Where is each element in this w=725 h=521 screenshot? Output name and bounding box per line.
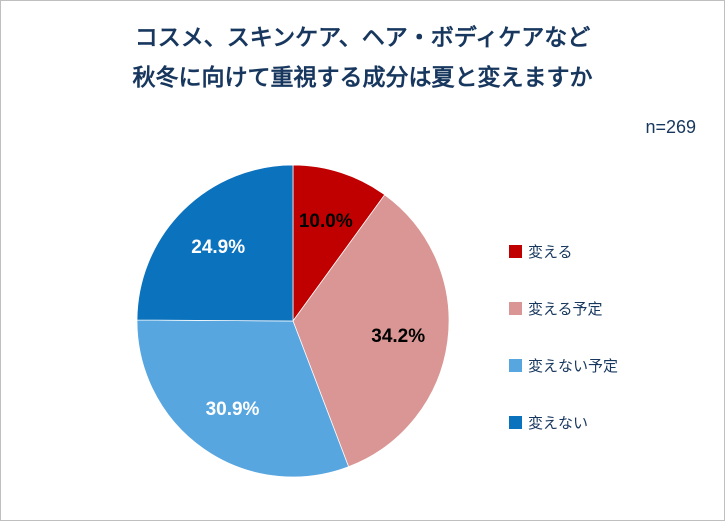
pie-chart: 10.0% 34.2% 30.9% 24.9% [126, 157, 461, 492]
pie-chart-svg: 10.0% 34.2% 30.9% 24.9% [136, 164, 450, 478]
legend: 変える変える予定変えない予定 変えない [509, 241, 618, 469]
legend-item-2: 変えない予定 [509, 355, 618, 375]
legend-label-0: 変える [528, 243, 573, 261]
legend-item-1: 変える予定 [509, 298, 618, 318]
legend-label-2: 変えない予定 [528, 357, 619, 375]
pie-slice-2 [136, 319, 350, 478]
slice-label-2: 30.9% [206, 399, 260, 420]
legend-swatch-1 [509, 301, 522, 315]
pie-slice-1 [292, 194, 450, 468]
chart-title-line2: 秋冬に向けて重視する成分は夏と変えますか [132, 64, 593, 90]
slice-label-1: 34.2% [371, 326, 425, 347]
chart-title-line1: コスメ、スキンケア、ヘア・ボディケアなど [134, 24, 591, 50]
legend-swatch-2 [509, 358, 522, 372]
sample-size-label: n=269 [645, 117, 696, 137]
legend-swatch-0 [509, 244, 522, 258]
legend-label-3: 変えない [528, 414, 589, 432]
legend-swatch-3 [509, 415, 522, 429]
legend-item-3: 変えない [509, 412, 618, 432]
pie-slice-0 [292, 164, 386, 323]
slice-label-3: 24.9% [191, 237, 245, 258]
chart-title: コスメ、スキンケア、ヘア・ボディケアなど 秋冬に向けて重視する成分は夏と変えます… [1, 17, 724, 97]
pie-slice-3 [136, 164, 294, 322]
legend-item-0: 変える [509, 241, 618, 261]
legend-label-1: 変える予定 [528, 300, 603, 318]
slice-label-0: 10.0% [299, 211, 353, 232]
